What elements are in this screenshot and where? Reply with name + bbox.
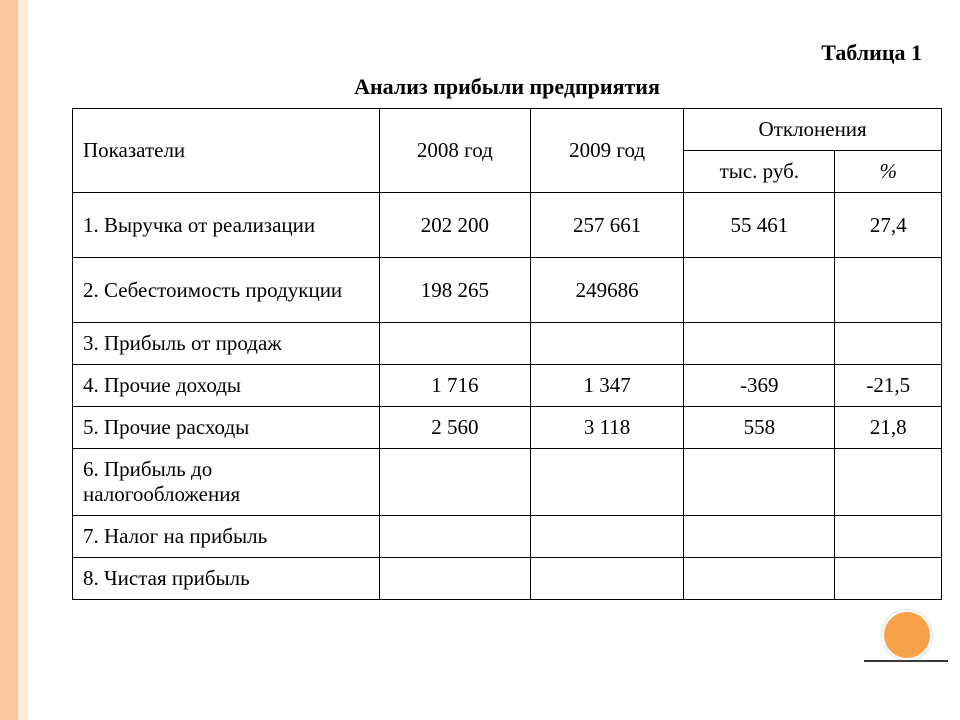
cell-pct <box>835 323 942 365</box>
cell-pct <box>835 258 942 323</box>
decorative-underline <box>864 660 948 662</box>
table-row: 5. Прочие расходы 2 560 3 118 558 21,8 <box>73 407 942 449</box>
header-indicators: Показатели <box>73 109 380 193</box>
row-label: 3. Прибыль от продаж <box>73 323 380 365</box>
table-caption: Таблица 1 <box>72 40 922 66</box>
table-row: 2. Себестоимость продукции 198 265 24968… <box>73 258 942 323</box>
row-label: 1. Выручка от реализации <box>73 193 380 258</box>
cell-pct: 21,8 <box>835 407 942 449</box>
content-area: Таблица 1 Анализ прибыли предприятия Пок… <box>72 40 942 600</box>
profit-analysis-table: Показатели 2008 год 2009 год Отклонения … <box>72 108 942 600</box>
table-row: 1. Выручка от реализации 202 200 257 661… <box>73 193 942 258</box>
cell-pct <box>835 516 942 558</box>
row-label: 5. Прочие расходы <box>73 407 380 449</box>
cell-2009 <box>530 449 683 516</box>
cell-dev: -369 <box>684 365 835 407</box>
cell-dev: 558 <box>684 407 835 449</box>
cell-dev <box>684 558 835 600</box>
cell-pct <box>835 449 942 516</box>
cell-dev <box>684 449 835 516</box>
cell-2008: 2 560 <box>379 407 530 449</box>
cell-dev <box>684 323 835 365</box>
row-label: 8. Чистая прибыль <box>73 558 380 600</box>
header-deviations: Отклонения <box>684 109 942 151</box>
cell-2009 <box>530 516 683 558</box>
cell-pct <box>835 558 942 600</box>
cell-2009 <box>530 323 683 365</box>
table-row: 7. Налог на прибыль <box>73 516 942 558</box>
header-dev-rub: тыс. руб. <box>684 151 835 193</box>
cell-2009: 257 661 <box>530 193 683 258</box>
left-stripe-inner <box>18 0 28 720</box>
cell-2008: 1 716 <box>379 365 530 407</box>
cell-2008: 198 265 <box>379 258 530 323</box>
table-row: 4. Прочие доходы 1 716 1 347 -369 -21,5 <box>73 365 942 407</box>
row-label: 7. Налог на прибыль <box>73 516 380 558</box>
cell-pct: 27,4 <box>835 193 942 258</box>
header-2009: 2009 год <box>530 109 683 193</box>
cell-2008: 202 200 <box>379 193 530 258</box>
row-label: 2. Себестоимость продукции <box>73 258 380 323</box>
cell-2009: 1 347 <box>530 365 683 407</box>
cell-2008 <box>379 323 530 365</box>
table-row: 8. Чистая прибыль <box>73 558 942 600</box>
cell-dev: 55 461 <box>684 193 835 258</box>
cell-pct: -21,5 <box>835 365 942 407</box>
left-stripe <box>0 0 18 720</box>
cell-2009: 249686 <box>530 258 683 323</box>
cell-2009: 3 118 <box>530 407 683 449</box>
cell-dev <box>684 258 835 323</box>
row-label: 6. Прибыль до налогообложения <box>73 449 380 516</box>
cell-2008 <box>379 449 530 516</box>
header-dev-pct: % <box>835 151 942 193</box>
cell-2008 <box>379 558 530 600</box>
cell-2009 <box>530 558 683 600</box>
table-row: 6. Прибыль до налогообложения <box>73 449 942 516</box>
row-label: 4. Прочие доходы <box>73 365 380 407</box>
table-title: Анализ прибыли предприятия <box>72 74 942 100</box>
decorative-circle-icon <box>882 610 932 660</box>
table-row: 3. Прибыль от продаж <box>73 323 942 365</box>
cell-2008 <box>379 516 530 558</box>
header-2008: 2008 год <box>379 109 530 193</box>
cell-dev <box>684 516 835 558</box>
table-body: 1. Выручка от реализации 202 200 257 661… <box>73 193 942 600</box>
